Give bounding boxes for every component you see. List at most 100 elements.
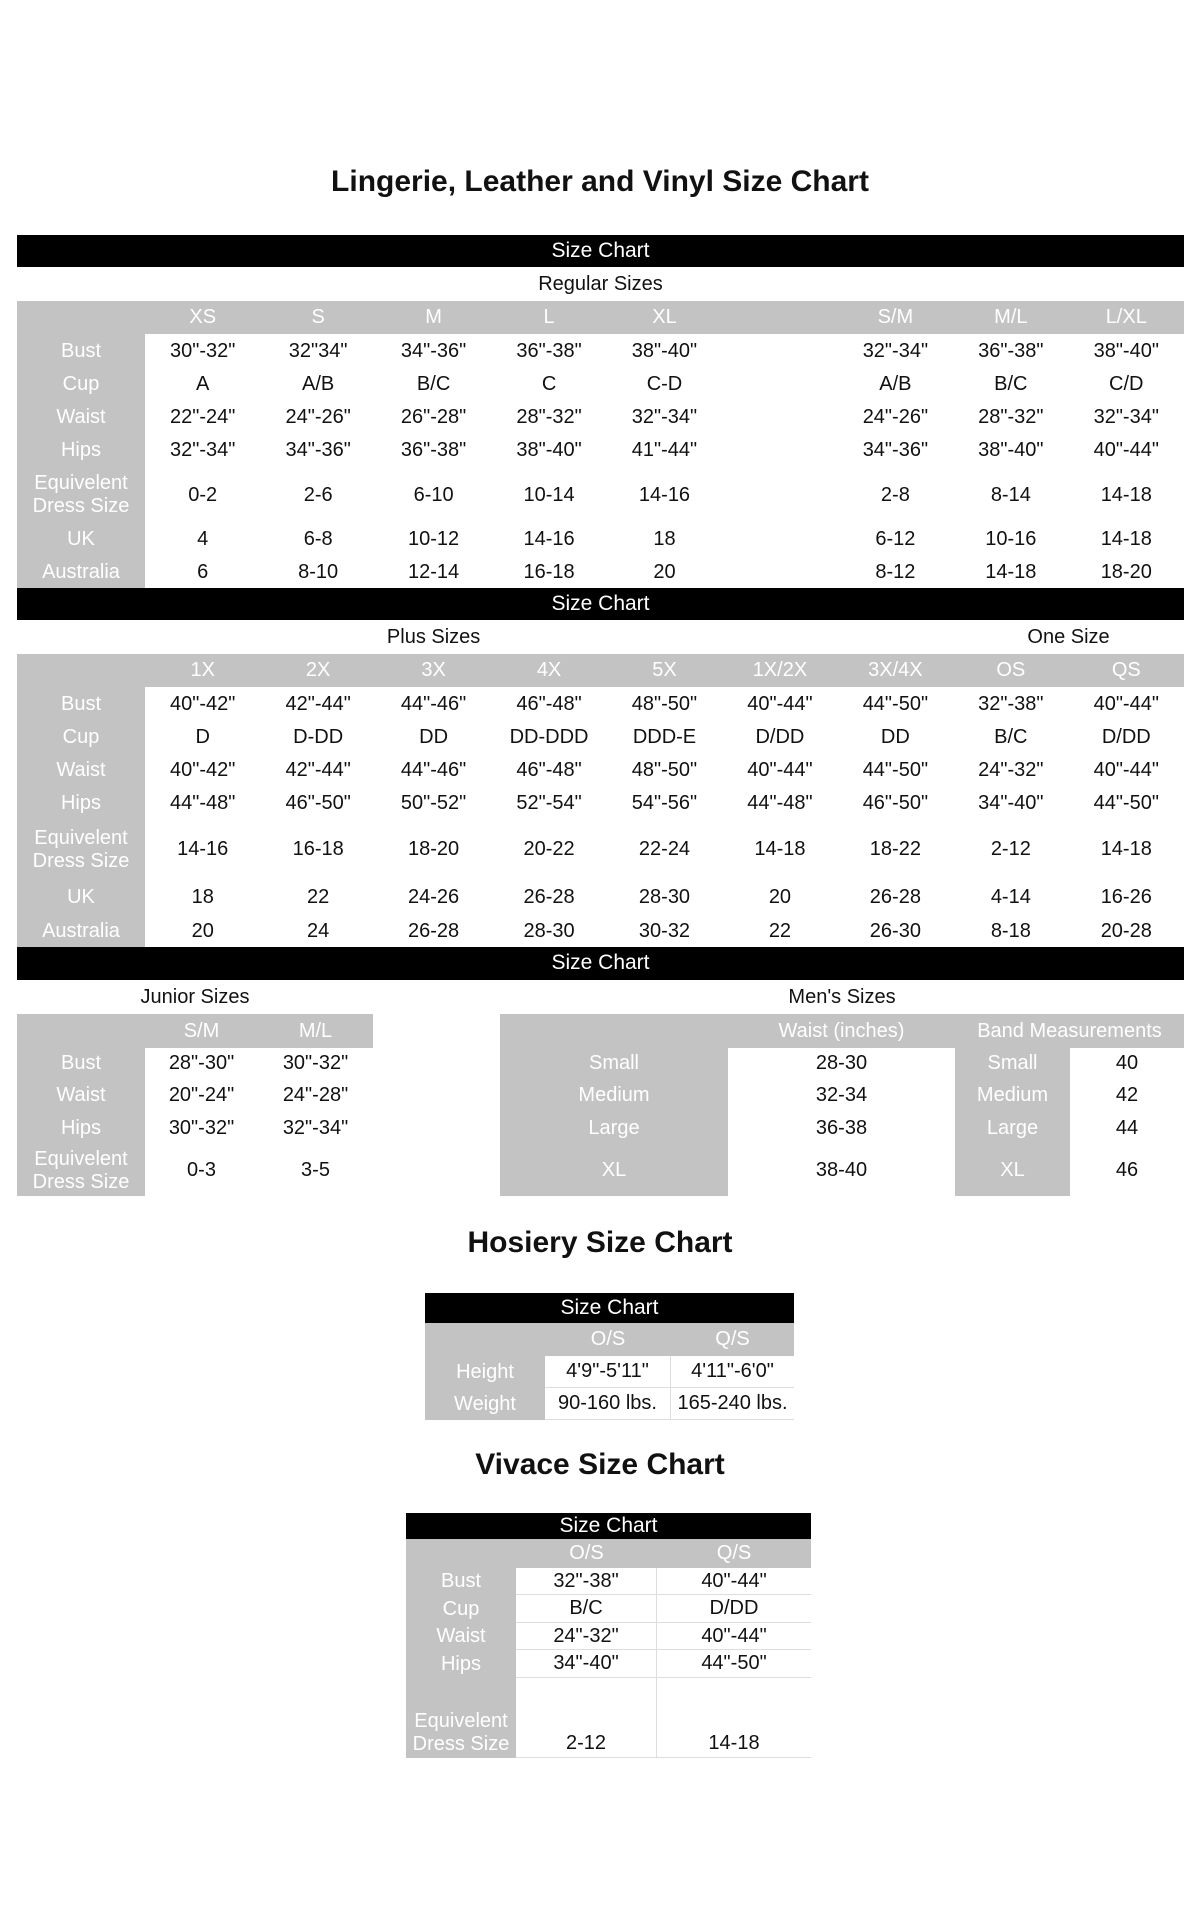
size-value: 16-18 <box>523 560 575 583</box>
size-header: 3X <box>421 659 446 681</box>
size-value: 8-18 <box>990 920 1031 942</box>
size-value: 50"-52" <box>400 792 467 814</box>
size-value: D-DD <box>293 726 344 748</box>
row-label: XL <box>1000 1159 1025 1181</box>
size-value: 24"-28" <box>282 1083 349 1106</box>
size-value: 36"-38" <box>978 339 1044 362</box>
size-value: 52"-54" <box>516 792 582 814</box>
size-value: 6-8 <box>303 528 333 550</box>
size-value: 16-18 <box>292 838 344 860</box>
size-value: DD <box>880 726 910 748</box>
size-value: 40"-44" <box>1093 692 1159 715</box>
size-value <box>722 523 837 556</box>
size-value: 6 <box>197 560 209 583</box>
size-value: 16-26 <box>1100 886 1152 908</box>
size-value: 24"-26" <box>285 406 351 428</box>
size-value: 38"-40" <box>516 439 582 461</box>
waist-header: Waist (inches) <box>778 1019 905 1042</box>
size-value: 42"-44" <box>285 759 351 781</box>
row-label: Small <box>588 1051 639 1074</box>
size-value: A <box>196 373 210 395</box>
size-value: 10-12 <box>408 528 460 550</box>
size-value: 24-26 <box>408 886 460 908</box>
size-value: 2-12 <box>516 1678 657 1758</box>
size-value: 34"-40" <box>516 1650 657 1678</box>
size-header: M <box>425 306 442 328</box>
label-column-bg <box>425 1356 545 1420</box>
size-value: 48"-50" <box>631 692 698 715</box>
row-label: Large <box>588 1117 640 1139</box>
size-value <box>722 556 837 588</box>
size-value: 90-160 lbs. <box>545 1388 671 1420</box>
size-value: D/DD <box>1101 726 1151 748</box>
row-label: Hips <box>60 792 101 814</box>
waist-value: 38-40 <box>815 1159 868 1181</box>
size-value: D <box>195 726 210 748</box>
row-label: Small <box>987 1051 1038 1074</box>
row-label: Large <box>986 1117 1039 1139</box>
section-subtitle-one-size: One Size <box>1027 625 1110 648</box>
size-value: 0-2 <box>188 483 218 506</box>
band-value: 46 <box>1115 1159 1139 1181</box>
size-value: A/B <box>302 373 335 395</box>
size-value: DD <box>419 726 449 748</box>
size-value: DDD-E <box>632 726 697 748</box>
size-value: 12-14 <box>408 560 460 583</box>
size-header: 5X <box>652 659 677 681</box>
size-value: 48"-50" <box>631 759 698 781</box>
size-value: 8-14 <box>990 483 1031 506</box>
size-value: 38"-40" <box>978 439 1044 461</box>
size-value: 44"-50" <box>1093 792 1159 814</box>
size-value: 38"-40" <box>1093 339 1159 362</box>
header-row-bg <box>17 654 1184 687</box>
size-value: B/C <box>994 726 1028 748</box>
size-value: 40"-44" <box>747 692 813 715</box>
row-label: Cup <box>62 373 100 395</box>
size-value: 40"-44" <box>747 759 813 781</box>
size-header: M/L <box>298 1019 333 1042</box>
hosiery-title: Hosiery Size Chart <box>467 1226 733 1259</box>
size-value: 14-18 <box>1100 528 1152 550</box>
size-value: 32"-34" <box>631 406 698 428</box>
size-header: 4X <box>536 659 562 681</box>
junior-subtitle: Junior Sizes <box>140 985 250 1008</box>
size-value: 4'9"-5'11" <box>545 1356 671 1388</box>
size-value: 20 <box>768 886 792 908</box>
size-value: 24"-32" <box>978 759 1044 781</box>
header-row-bg <box>500 1014 1184 1048</box>
size-value: 32"34" <box>288 339 348 362</box>
row-label: Height <box>456 1360 514 1383</box>
row-label: Waist <box>436 1625 486 1647</box>
size-value: 20 <box>191 920 214 942</box>
size-header: S/M <box>877 306 914 328</box>
size-value: 14-18 <box>985 560 1037 583</box>
size-value: 2-6 <box>303 483 333 506</box>
size-value: 20-28 <box>1100 920 1152 942</box>
size-value: 22 <box>768 920 792 942</box>
size-chart-bar: Size Chart <box>17 588 1184 620</box>
section-subtitle: Regular Sizes <box>538 272 663 295</box>
size-value: 44"-48" <box>747 792 813 814</box>
size-value: 38"-40" <box>631 339 698 362</box>
waist-value: 28-30 <box>815 1051 868 1074</box>
size-value: 26"-28" <box>400 406 467 428</box>
size-value: 14-18 <box>1100 838 1152 860</box>
size-chart-bar: Size Chart <box>406 1513 811 1539</box>
size-value: D/DD <box>755 726 805 748</box>
size-value: 44"-50" <box>862 759 929 781</box>
size-header: 3X/4X <box>868 659 923 681</box>
row-label: XL <box>601 1159 627 1181</box>
size-header: OS <box>996 659 1026 681</box>
size-value: B/C <box>994 373 1028 395</box>
size-value: 34"-36" <box>400 339 467 362</box>
label-column-bg <box>500 1048 728 1196</box>
size-value: 26-28 <box>523 886 575 908</box>
band-header: Band Measurements <box>977 1019 1162 1042</box>
size-value: 36"-38" <box>516 339 582 362</box>
size-value: A/B <box>879 373 912 395</box>
row-label: Waist <box>56 1083 106 1106</box>
row-label: Cup <box>62 726 100 748</box>
size-value: 28"-32" <box>516 406 582 428</box>
size-header: S <box>311 306 325 328</box>
row-label: Hips <box>440 1652 481 1675</box>
